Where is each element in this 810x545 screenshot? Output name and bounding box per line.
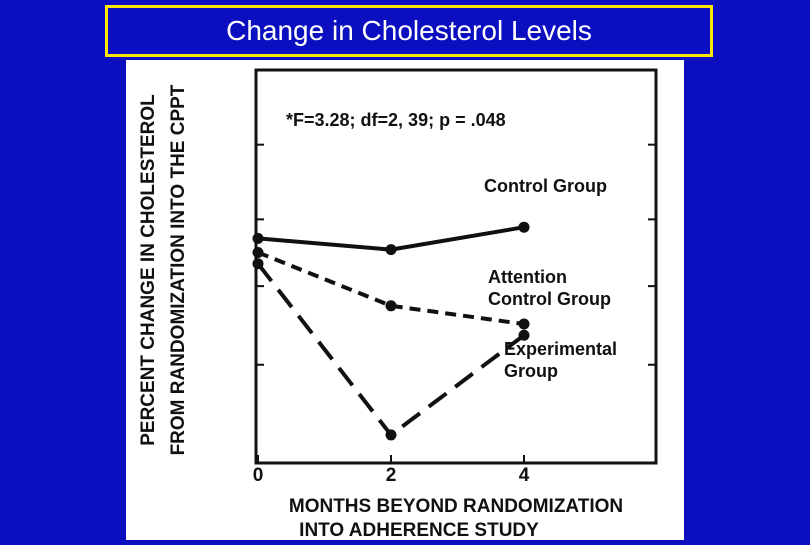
series-label-1: Attention Control Group [488, 267, 611, 309]
x-axis-label-line1: MONTHS BEYOND RANDOMIZATION [289, 496, 623, 517]
series-label-2: Experimental Group [504, 339, 617, 381]
series-line-1 [257, 250, 525, 327]
y-axis-label-line2: FROM RANDOMIZATION INTO THE CPPT [168, 84, 189, 455]
series-point [252, 232, 264, 244]
series-point [385, 429, 397, 441]
series-point [252, 246, 264, 258]
series-point [385, 300, 397, 312]
line-chart: 0 2 4 PERCENT CHANGE IN CHOLESTEROL FROM R… [138, 68, 658, 541]
series-line-2 [256, 262, 526, 437]
x-tick-label: 0 [253, 465, 264, 486]
x-tick-label: 4 [519, 465, 530, 486]
series-point [518, 221, 530, 233]
series-point [518, 329, 530, 341]
chart-panel: 0 2 4 PERCENT CHANGE IN CHOLESTEROL FROM R… [126, 60, 684, 541]
series-label-0: Control Group [484, 176, 607, 196]
series-point [385, 244, 397, 256]
stats-annotation: *F=3.28; df=2, 39; p = .048 [286, 110, 506, 130]
series-point [518, 318, 530, 330]
slide-title: Change in Cholesterol Levels [105, 5, 713, 57]
y-axis-label-line1: PERCENT CHANGE IN CHOLESTEROL [138, 94, 159, 446]
x-axis-label-line2: INTO ADHERENCE STUDY [299, 520, 539, 540]
series-point [252, 258, 264, 270]
x-tick-label: 2 [386, 465, 397, 486]
